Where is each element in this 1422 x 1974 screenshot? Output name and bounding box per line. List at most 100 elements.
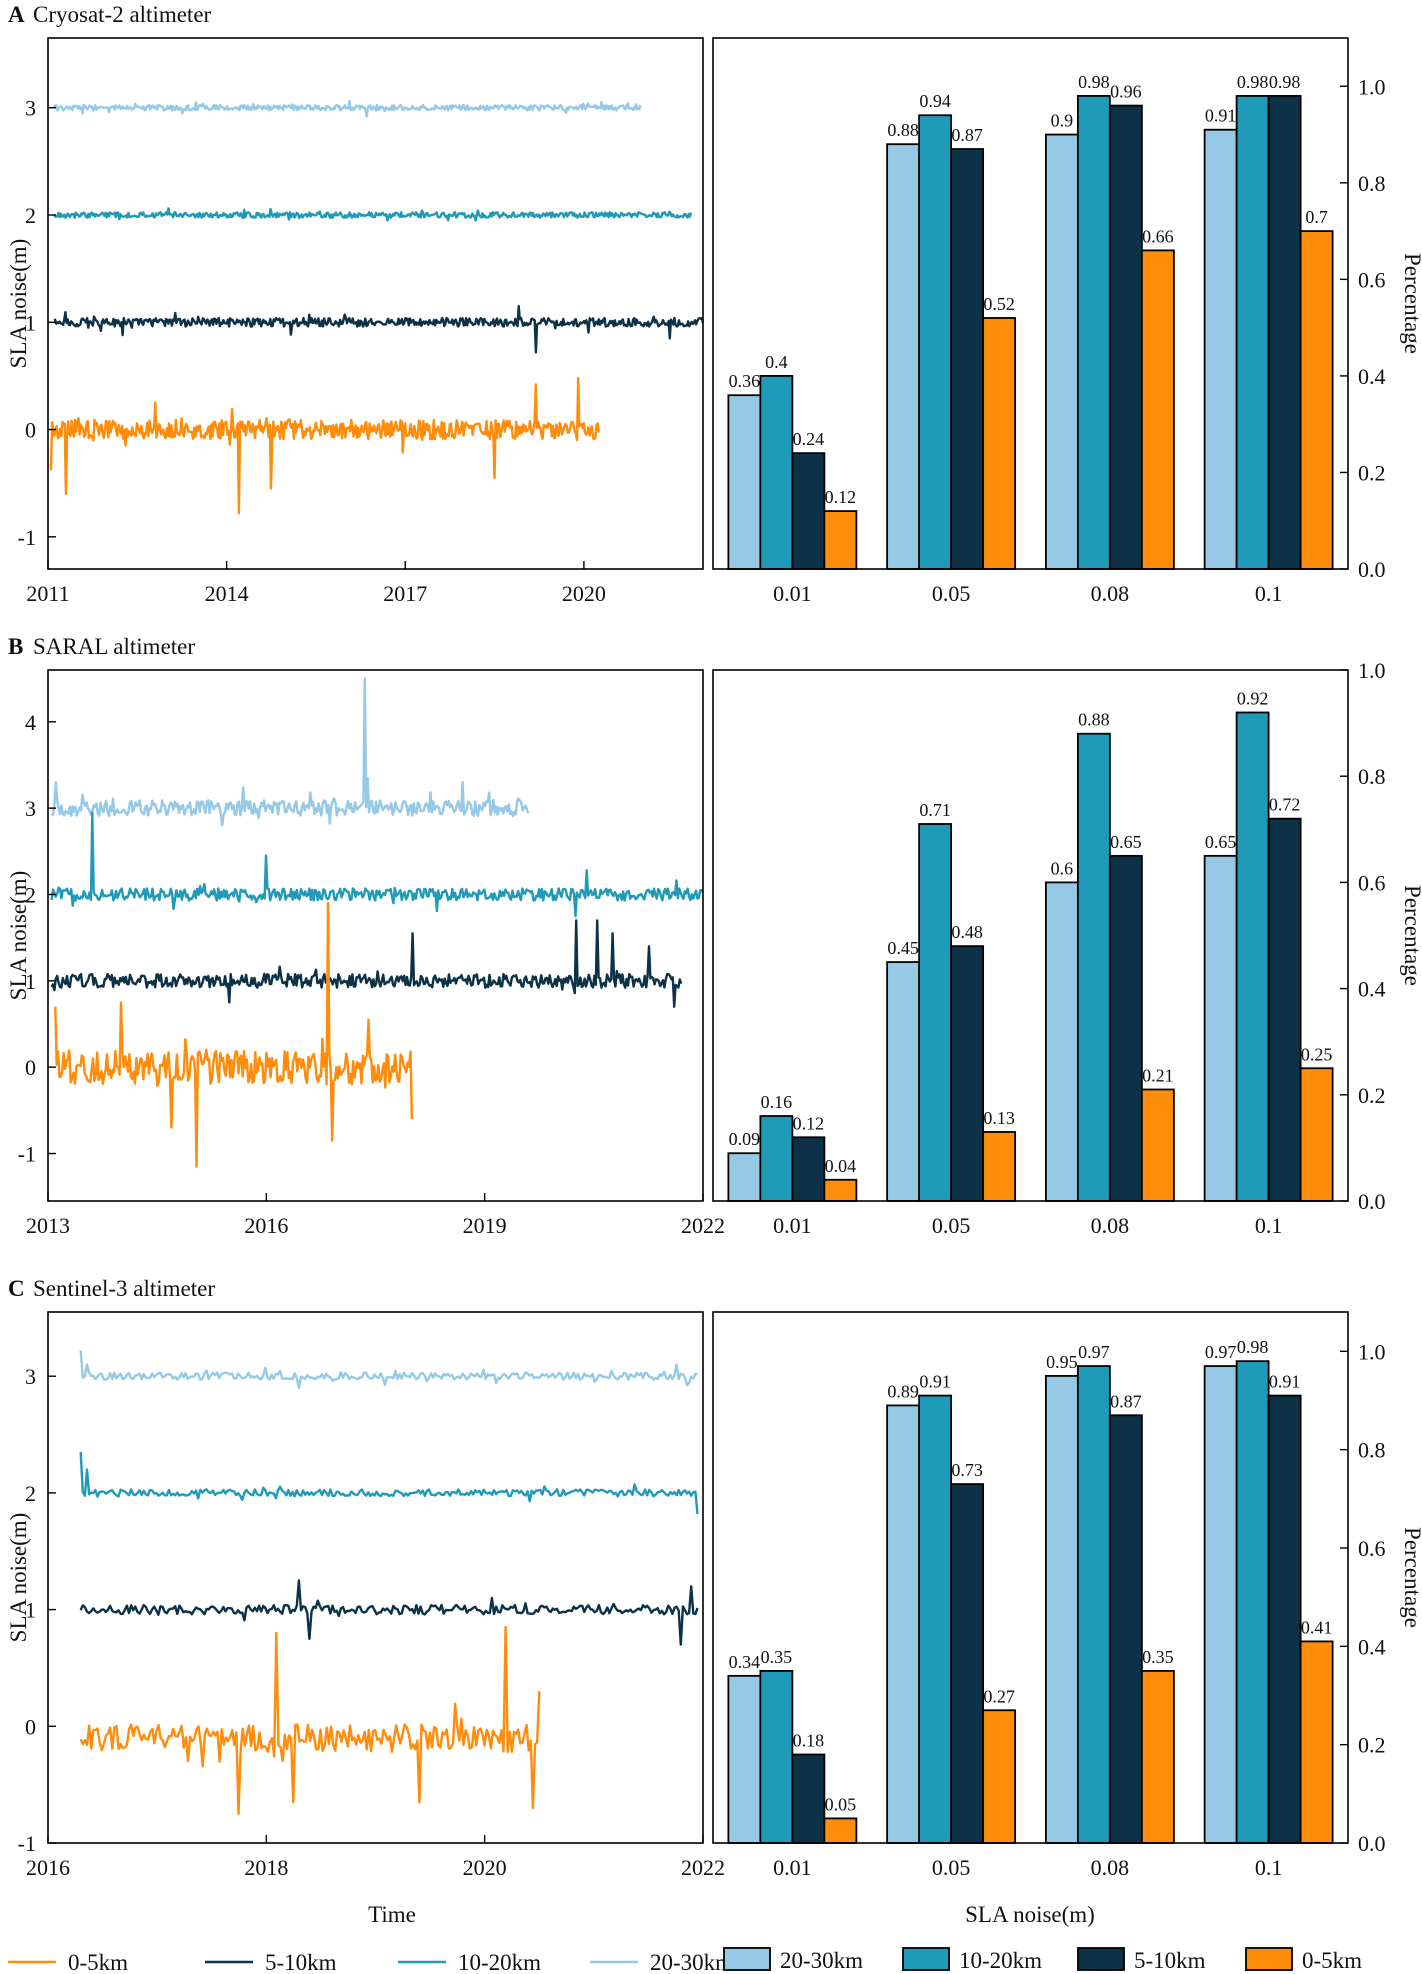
right-y-tick-label: 0.4	[1358, 364, 1386, 389]
bar-5-10km-0.05	[950, 1483, 985, 1844]
line-series-20-30km	[79, 1350, 698, 1390]
panel-a: A Cryosat-2 altimeter -1 0 1 2 3 2011 2014 2017 20…	[6, 2, 1422, 606]
bar-value-label: 0.25	[1301, 1044, 1333, 1064]
y-tick-label: 3	[25, 96, 36, 121]
x-tick-label: 2011	[26, 581, 69, 606]
category-label: 0.05	[932, 581, 971, 606]
bar-value-label: 0.91	[919, 1372, 951, 1392]
bar-20-30km-0.1	[1203, 128, 1238, 570]
bar-value-label: 0.21	[1142, 1065, 1174, 1085]
y-axis-label: SLA noise(m)	[6, 871, 31, 1001]
bar-value-label: 0.71	[919, 800, 951, 820]
x-tick-label: 2016	[244, 1213, 288, 1238]
right-y-tick-label: 0.8	[1358, 764, 1386, 789]
legend: 0-5km 5-10km 10-20km 20-30km 20-30km 10-20km 5…	[8, 1947, 1362, 1974]
right-y-tick-label: 0.6	[1358, 267, 1386, 292]
bar-5-10km-0.1	[1267, 1394, 1302, 1844]
bar-value-label: 0.12	[825, 487, 857, 507]
right-y-tick-label: 1.0	[1358, 74, 1386, 99]
line-series-10-20km	[52, 207, 693, 222]
right-y-tick-label: 1.0	[1358, 1339, 1386, 1364]
y-axis-label: SLA noise(m)	[6, 1513, 31, 1643]
legend-bar-swatch-5-10km	[1077, 1947, 1125, 1971]
right-y-tick-label: 0.2	[1358, 1733, 1386, 1758]
x-tick-label: 2018	[244, 1855, 288, 1880]
y-tick-label: 2	[25, 203, 36, 228]
legend-bar-label: 5-10km	[1134, 1948, 1206, 1973]
bar-value-label: 0.88	[887, 120, 919, 140]
right-y-tick-label: 0.0	[1358, 557, 1386, 582]
bar-value-label: 0.24	[793, 429, 825, 449]
bar-value-label: 0.34	[729, 1652, 761, 1672]
bar-10-20km-0.08	[1076, 732, 1111, 1202]
bar-chart: 0.360.40.240.120.010.880.940.870.520.050…	[712, 37, 1422, 606]
panel-letter: C	[8, 1276, 25, 1301]
line-series-20-30km	[53, 99, 642, 118]
bar-value-label: 0.72	[1269, 795, 1301, 815]
bar-value-label: 0.13	[983, 1108, 1015, 1128]
line-plot-frame	[47, 1311, 704, 1844]
right-y-tick-label: 0.2	[1358, 460, 1386, 485]
bar-0-5km-0.08	[1140, 1088, 1175, 1202]
bar-value-label: 0.05	[825, 1794, 857, 1814]
bar-5-10km-0.1	[1267, 817, 1302, 1202]
y-tick-label: 0	[25, 418, 36, 443]
line-series-0-5km	[54, 901, 414, 1168]
time-axis-title: Time	[368, 1902, 416, 1927]
bar-value-label: 0.52	[983, 294, 1015, 314]
bar-10-20km-0.05	[918, 823, 953, 1202]
y-tick-label: 0	[25, 1714, 36, 1739]
right-y-tick-label: 1.0	[1358, 658, 1386, 683]
bar-20-30km-0.1	[1203, 854, 1238, 1202]
category-label: 0.08	[1091, 581, 1130, 606]
right-y-tick-label: 0.4	[1358, 1634, 1386, 1659]
bar-0-5km-0.05	[982, 1709, 1017, 1844]
bar-value-label: 0.36	[729, 371, 761, 391]
bar-20-30km-0.08	[1044, 1375, 1079, 1844]
right-y-tick-label: 0.8	[1358, 1438, 1386, 1463]
bar-0-5km-0.01	[823, 1178, 858, 1202]
y-tick-label: -1	[18, 1142, 36, 1167]
bar-value-label: 0.12	[793, 1113, 825, 1133]
bar-value-label: 0.88	[1078, 710, 1110, 730]
bar-value-label: 0.89	[887, 1381, 919, 1401]
bar-value-label: 0.27	[983, 1686, 1015, 1706]
right-y-tick-label: 0.6	[1358, 870, 1386, 895]
bar-value-label: 0.35	[1142, 1647, 1174, 1667]
bar-value-label: 0.9	[1051, 111, 1074, 131]
category-label: 0.05	[932, 1855, 971, 1880]
bar-value-label: 0.73	[951, 1460, 983, 1480]
bar-0-5km-0.1	[1299, 230, 1334, 570]
right-y-tick-label: 0.0	[1358, 1831, 1386, 1856]
line-series-10-20km	[79, 1451, 699, 1515]
line-chart: -1 0 1 2 3 4 2013 2016 2019 2022 SLA noise(m)	[6, 669, 725, 1238]
bar-chart: 0.34 0.350.180.050.010.89 0.910.730.270.05…	[712, 1311, 1422, 1880]
bar-10-20km-0.08	[1076, 95, 1111, 570]
bar-0-5km-0.01	[823, 510, 858, 570]
right-y-axis-label: Percentage	[1400, 885, 1422, 986]
x-tick-label: 2016	[26, 1855, 70, 1880]
right-y-axis-label: Percentage	[1400, 1527, 1422, 1628]
y-tick-label: 2	[25, 882, 36, 907]
bar-10-20km-0.01	[759, 1115, 794, 1202]
bar-value-label: 0.95	[1046, 1352, 1078, 1372]
y-tick-label: 3	[25, 796, 36, 821]
right-y-tick-label: 0.8	[1358, 171, 1386, 196]
right-y-tick-label: 0.2	[1358, 1083, 1386, 1108]
bar-20-30km-0.01	[727, 1674, 762, 1844]
category-label: 0.01	[773, 581, 812, 606]
bar-20-30km-0.05	[886, 143, 921, 570]
bar-chart: 0.090.160.12 0.04 0.01 0.45 0.71 0.48 0.13 0.05…	[712, 658, 1422, 1238]
bar-value-label: 0.35	[761, 1647, 793, 1667]
legend-bar-swatch-0-5km	[1245, 1947, 1293, 1971]
category-label: 0.1	[1255, 1213, 1283, 1238]
bar-value-label: 0.94	[919, 91, 951, 111]
bar-value-label: 0.48	[951, 922, 983, 942]
bar-10-20km-0.05	[918, 114, 953, 570]
bar-value-label: 0.09	[729, 1129, 761, 1149]
bar-value-label: 0.96	[1110, 82, 1142, 102]
category-label: 0.08	[1091, 1855, 1130, 1880]
bar-value-label: 0.04	[825, 1156, 857, 1176]
y-tick-label: 4	[25, 710, 36, 735]
x-tick-label: 2022	[681, 1213, 725, 1238]
